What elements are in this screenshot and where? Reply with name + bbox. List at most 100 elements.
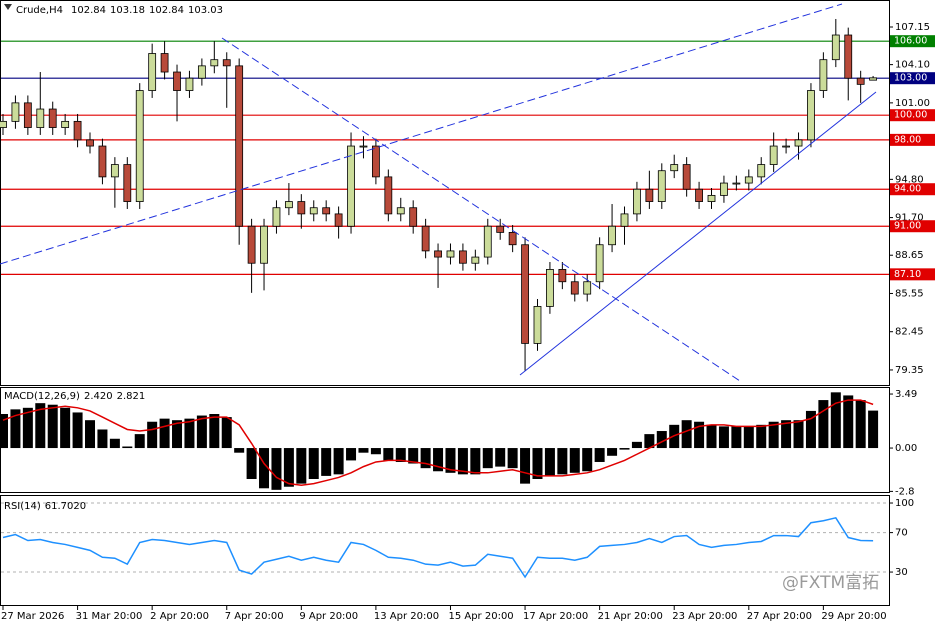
- y-tick-label: 100: [895, 498, 914, 509]
- candle-body: [682, 164, 691, 190]
- readout-value: 2.420: [84, 391, 113, 402]
- macd-bar: [172, 420, 183, 449]
- macd-bar: [607, 448, 618, 456]
- candle-body: [334, 213, 343, 227]
- candle-body: [123, 164, 132, 202]
- candle-body: [86, 139, 94, 147]
- macd-bar: [731, 426, 742, 449]
- trend-line: [519, 91, 877, 376]
- level-label: 94.00: [894, 184, 921, 195]
- candle-body: [148, 53, 157, 91]
- candle-body: [869, 77, 877, 81]
- macd-bar: [10, 409, 21, 449]
- symbol-title: Crude,H4: [16, 5, 63, 16]
- candle-body: [409, 207, 418, 227]
- macd-bar: [134, 434, 145, 449]
- macd-bar: [656, 431, 667, 449]
- y-tick-label: 94.80: [895, 174, 924, 185]
- macd-bar: [619, 448, 630, 450]
- macd-bar: [843, 395, 854, 449]
- x-tick-label: 23 Apr 20:00: [672, 611, 737, 622]
- macd-bar: [395, 448, 406, 462]
- candle-body: [185, 77, 194, 91]
- candle-body: [297, 201, 306, 215]
- x-tick-label: 13 Apr 20:00: [374, 611, 439, 622]
- macd-bar: [333, 448, 344, 475]
- candle-body: [782, 145, 790, 148]
- y-tick-label: 3.49: [895, 389, 917, 400]
- candle-body: [11, 102, 20, 122]
- ohlc-value: 102.84: [71, 5, 106, 16]
- macd-bar: [85, 420, 96, 449]
- macd-bar: [408, 448, 419, 464]
- macd-bar: [358, 448, 369, 453]
- candle-body: [558, 269, 567, 283]
- macd-bar: [631, 441, 642, 449]
- candle-body: [496, 225, 505, 233]
- x-tick-label: 7 Apr 20:00: [225, 611, 284, 622]
- readout-value: 2.821: [117, 391, 146, 402]
- macd-bar: [495, 448, 506, 467]
- macd-bar: [544, 448, 555, 476]
- x-tick-label: 29 Apr 20:00: [821, 611, 886, 622]
- macd-bar: [507, 448, 518, 469]
- macd-bar: [470, 448, 481, 475]
- candle-body: [794, 139, 803, 147]
- candle-body: [657, 170, 666, 202]
- macd-bar: [482, 448, 493, 469]
- candle-body: [446, 250, 455, 258]
- macd-bar: [346, 448, 357, 461]
- candle-body: [197, 65, 206, 79]
- macd-bar: [433, 448, 444, 472]
- candle-body: [508, 231, 517, 246]
- y-tick-label: 88.65: [895, 250, 924, 261]
- candle-body: [570, 281, 579, 295]
- macd-bar: [47, 404, 58, 449]
- macd-bar: [159, 418, 170, 449]
- y-tick-label: -2.8: [895, 486, 915, 497]
- macd-header: MACD(12,26,9) 2.420 2.821: [4, 391, 145, 402]
- candle-body: [459, 250, 467, 264]
- candle-body: [347, 145, 355, 227]
- macd-bar: [445, 448, 456, 473]
- candle-body: [73, 120, 82, 141]
- candle-body: [645, 188, 654, 202]
- ohlc-value: 102.84: [149, 5, 184, 16]
- macd-bar: [147, 421, 158, 449]
- macd-bar: [321, 448, 332, 476]
- x-tick-label: 27 Mar 2026: [1, 611, 64, 622]
- candle-body: [546, 269, 554, 307]
- macd-bar: [383, 448, 394, 461]
- candle-body: [235, 65, 244, 227]
- macd-bar: [818, 400, 829, 449]
- candle-body: [720, 182, 728, 196]
- candle-body: [135, 90, 144, 202]
- ohlc-value: 103.18: [110, 5, 145, 16]
- macd-bar: [694, 421, 705, 449]
- macd-bar: [296, 448, 307, 484]
- candle-body: [732, 182, 741, 185]
- macd-bar: [681, 420, 692, 449]
- macd-bar: [644, 434, 655, 449]
- candle-body: [222, 59, 231, 67]
- level-tag: [890, 220, 935, 233]
- candle-body: [309, 207, 318, 215]
- y-tick-label: 85.55: [895, 288, 924, 299]
- candle-body: [61, 120, 70, 128]
- candle-body: [533, 306, 542, 344]
- macd-bar: [868, 410, 879, 449]
- x-tick-label: 15 Apr 20:00: [448, 611, 513, 622]
- macd-bar: [830, 392, 841, 449]
- y-tick-label: 101.00: [895, 98, 930, 109]
- macd-bar: [706, 424, 717, 449]
- macd-bar: [308, 448, 319, 479]
- signal-line: [2, 399, 874, 486]
- candle-body: [0, 120, 7, 128]
- x-tick-label: 27 Apr 20:00: [747, 611, 812, 622]
- macd-bar: [557, 448, 568, 475]
- macd-title: MACD(12,26,9): [4, 391, 80, 402]
- chart-icon: [4, 4, 12, 10]
- candle-body: [110, 164, 119, 178]
- candle-body: [359, 145, 368, 148]
- macd-bar: [97, 429, 108, 449]
